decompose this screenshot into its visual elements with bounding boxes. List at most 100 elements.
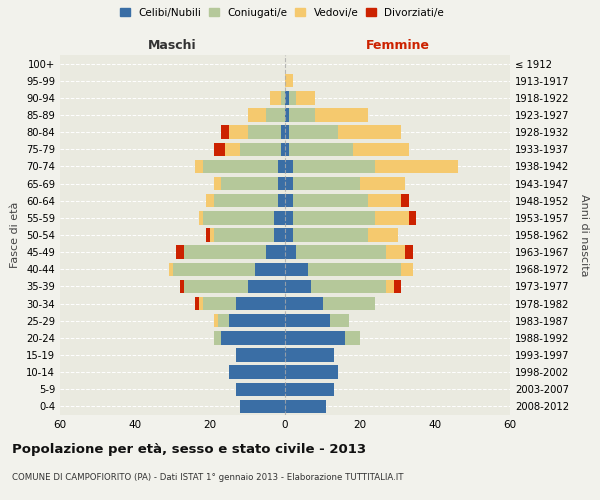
Bar: [401, 194, 409, 207]
Bar: [229, 126, 248, 139]
Bar: [405, 246, 413, 259]
Bar: [285, 366, 337, 379]
Bar: [240, 142, 281, 156]
Bar: [293, 211, 375, 224]
Bar: [281, 91, 285, 104]
Bar: [296, 91, 315, 104]
Bar: [229, 314, 285, 328]
Bar: [214, 314, 218, 328]
Bar: [285, 160, 293, 173]
Bar: [274, 211, 285, 224]
Bar: [285, 280, 311, 293]
Bar: [221, 126, 229, 139]
Bar: [285, 228, 293, 241]
Bar: [285, 314, 330, 328]
Bar: [195, 297, 199, 310]
Bar: [285, 91, 289, 104]
Bar: [266, 246, 285, 259]
Y-axis label: Anni di nascita: Anni di nascita: [579, 194, 589, 276]
Bar: [214, 177, 221, 190]
Bar: [184, 246, 266, 259]
Bar: [285, 194, 293, 207]
Bar: [195, 160, 203, 173]
Bar: [274, 228, 285, 241]
Text: Femmine: Femmine: [365, 38, 430, 52]
Bar: [386, 246, 405, 259]
Bar: [266, 108, 285, 122]
Bar: [337, 126, 401, 139]
Bar: [285, 400, 326, 413]
Bar: [218, 314, 229, 328]
Bar: [296, 246, 386, 259]
Bar: [255, 262, 285, 276]
Bar: [401, 262, 413, 276]
Bar: [173, 262, 255, 276]
Bar: [270, 91, 281, 104]
Bar: [199, 211, 203, 224]
Bar: [214, 228, 274, 241]
Bar: [210, 228, 214, 241]
Bar: [323, 297, 375, 310]
Bar: [176, 246, 184, 259]
Bar: [375, 160, 458, 173]
Bar: [236, 348, 285, 362]
Bar: [409, 211, 416, 224]
Bar: [169, 262, 173, 276]
Bar: [315, 108, 367, 122]
Bar: [285, 126, 289, 139]
Bar: [289, 126, 337, 139]
Bar: [285, 177, 293, 190]
Bar: [285, 74, 293, 88]
Bar: [330, 314, 349, 328]
Bar: [293, 194, 367, 207]
Bar: [289, 91, 296, 104]
Bar: [360, 177, 405, 190]
Bar: [229, 366, 285, 379]
Bar: [293, 160, 375, 173]
Bar: [184, 280, 248, 293]
Bar: [285, 331, 345, 344]
Bar: [285, 262, 308, 276]
Text: Maschi: Maschi: [148, 38, 197, 52]
Bar: [281, 142, 285, 156]
Bar: [225, 142, 240, 156]
Bar: [353, 142, 409, 156]
Bar: [277, 194, 285, 207]
Bar: [367, 228, 398, 241]
Text: Popolazione per età, sesso e stato civile - 2013: Popolazione per età, sesso e stato civil…: [12, 442, 366, 456]
Legend: Celibi/Nubili, Coniugati/e, Vedovi/e, Divorziati/e: Celibi/Nubili, Coniugati/e, Vedovi/e, Di…: [120, 8, 444, 18]
Bar: [206, 228, 210, 241]
Bar: [285, 297, 323, 310]
Bar: [375, 211, 409, 224]
Bar: [289, 142, 353, 156]
Bar: [386, 280, 394, 293]
Bar: [293, 177, 360, 190]
Bar: [394, 280, 401, 293]
Bar: [236, 382, 285, 396]
Bar: [285, 382, 334, 396]
Bar: [203, 211, 274, 224]
Bar: [214, 142, 225, 156]
Bar: [311, 280, 386, 293]
Y-axis label: Fasce di età: Fasce di età: [10, 202, 20, 268]
Bar: [293, 228, 367, 241]
Bar: [285, 246, 296, 259]
Bar: [367, 194, 401, 207]
Bar: [289, 108, 315, 122]
Bar: [277, 160, 285, 173]
Bar: [281, 126, 285, 139]
Bar: [248, 126, 281, 139]
Bar: [236, 297, 285, 310]
Bar: [277, 177, 285, 190]
Bar: [248, 108, 266, 122]
Bar: [203, 160, 277, 173]
Bar: [240, 400, 285, 413]
Bar: [345, 331, 360, 344]
Bar: [285, 108, 289, 122]
Bar: [199, 297, 203, 310]
Bar: [221, 331, 285, 344]
Bar: [285, 348, 334, 362]
Bar: [180, 280, 184, 293]
Text: COMUNE DI CAMPOFIORITO (PA) - Dati ISTAT 1° gennaio 2013 - Elaborazione TUTTITAL: COMUNE DI CAMPOFIORITO (PA) - Dati ISTAT…: [12, 472, 404, 482]
Bar: [203, 297, 236, 310]
